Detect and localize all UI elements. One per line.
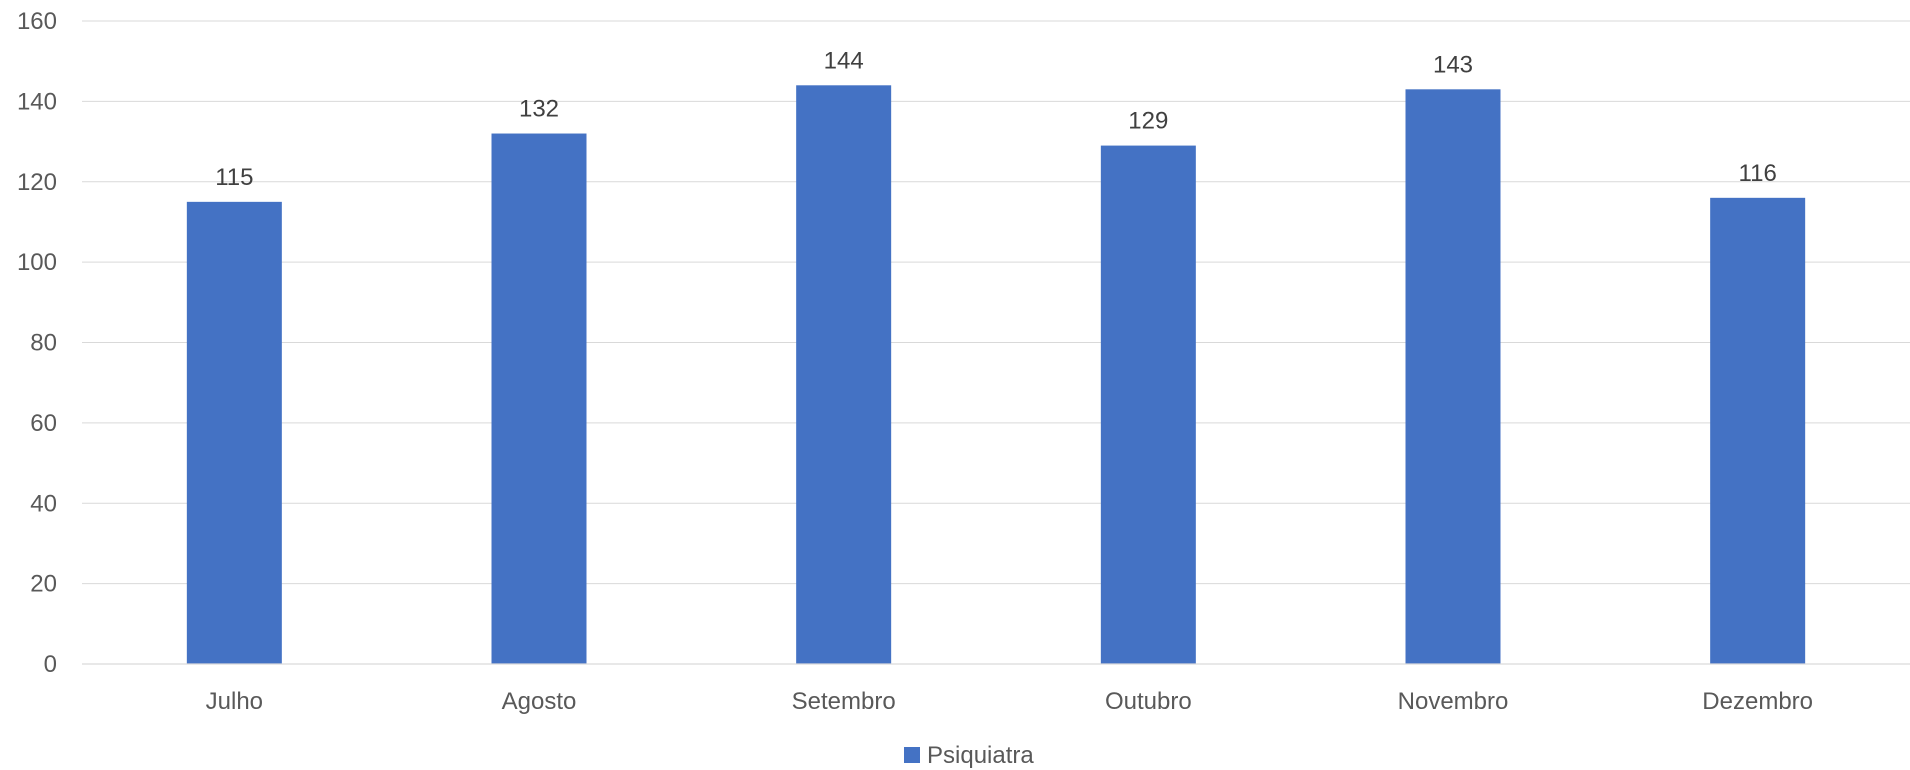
bars (186, 85, 1806, 665)
x-tick-label: Agosto (502, 688, 577, 715)
legend-label: Psiquiatra (927, 742, 1034, 769)
y-tick-label: 20 (30, 571, 57, 598)
bar-dezembro (1710, 197, 1806, 664)
x-tick-label: Setembro (792, 688, 896, 715)
y-axis-tick-labels: 0 20 40 60 80 100 120 140 160 (17, 8, 57, 678)
bar-agosto (491, 133, 587, 664)
y-tick-label: 80 (30, 330, 57, 357)
y-tick-label: 60 (30, 410, 57, 437)
x-tick-label: Julho (206, 688, 263, 715)
bar-outubro (1100, 145, 1196, 665)
data-label: 129 (1128, 108, 1168, 135)
legend-swatch (904, 747, 920, 763)
data-label: 116 (1739, 160, 1777, 187)
gridlines (82, 20, 1910, 585)
y-tick-label: 140 (17, 88, 57, 115)
data-labels: 115 132 144 129 143 116 (215, 47, 1777, 191)
data-label: 132 (519, 96, 559, 123)
y-tick-label: 160 (17, 8, 57, 35)
bar-setembro (796, 85, 892, 665)
y-tick-label: 100 (17, 249, 57, 276)
x-tick-label: Novembro (1398, 688, 1509, 715)
x-tick-label: Dezembro (1702, 688, 1813, 715)
y-tick-label: 120 (17, 169, 57, 196)
y-tick-label: 0 (44, 651, 57, 678)
x-tick-label: Outubro (1105, 688, 1192, 715)
data-label: 115 (215, 164, 253, 191)
data-label: 144 (824, 47, 864, 74)
x-axis-tick-labels: Julho Agosto Setembro Outubro Novembro Dezemb… (206, 688, 1813, 715)
bar-julho (186, 201, 282, 664)
y-tick-label: 40 (30, 490, 57, 517)
legend: Psiquiatra (904, 742, 1034, 769)
data-label: 143 (1433, 51, 1473, 78)
bar-novembro (1405, 89, 1501, 665)
